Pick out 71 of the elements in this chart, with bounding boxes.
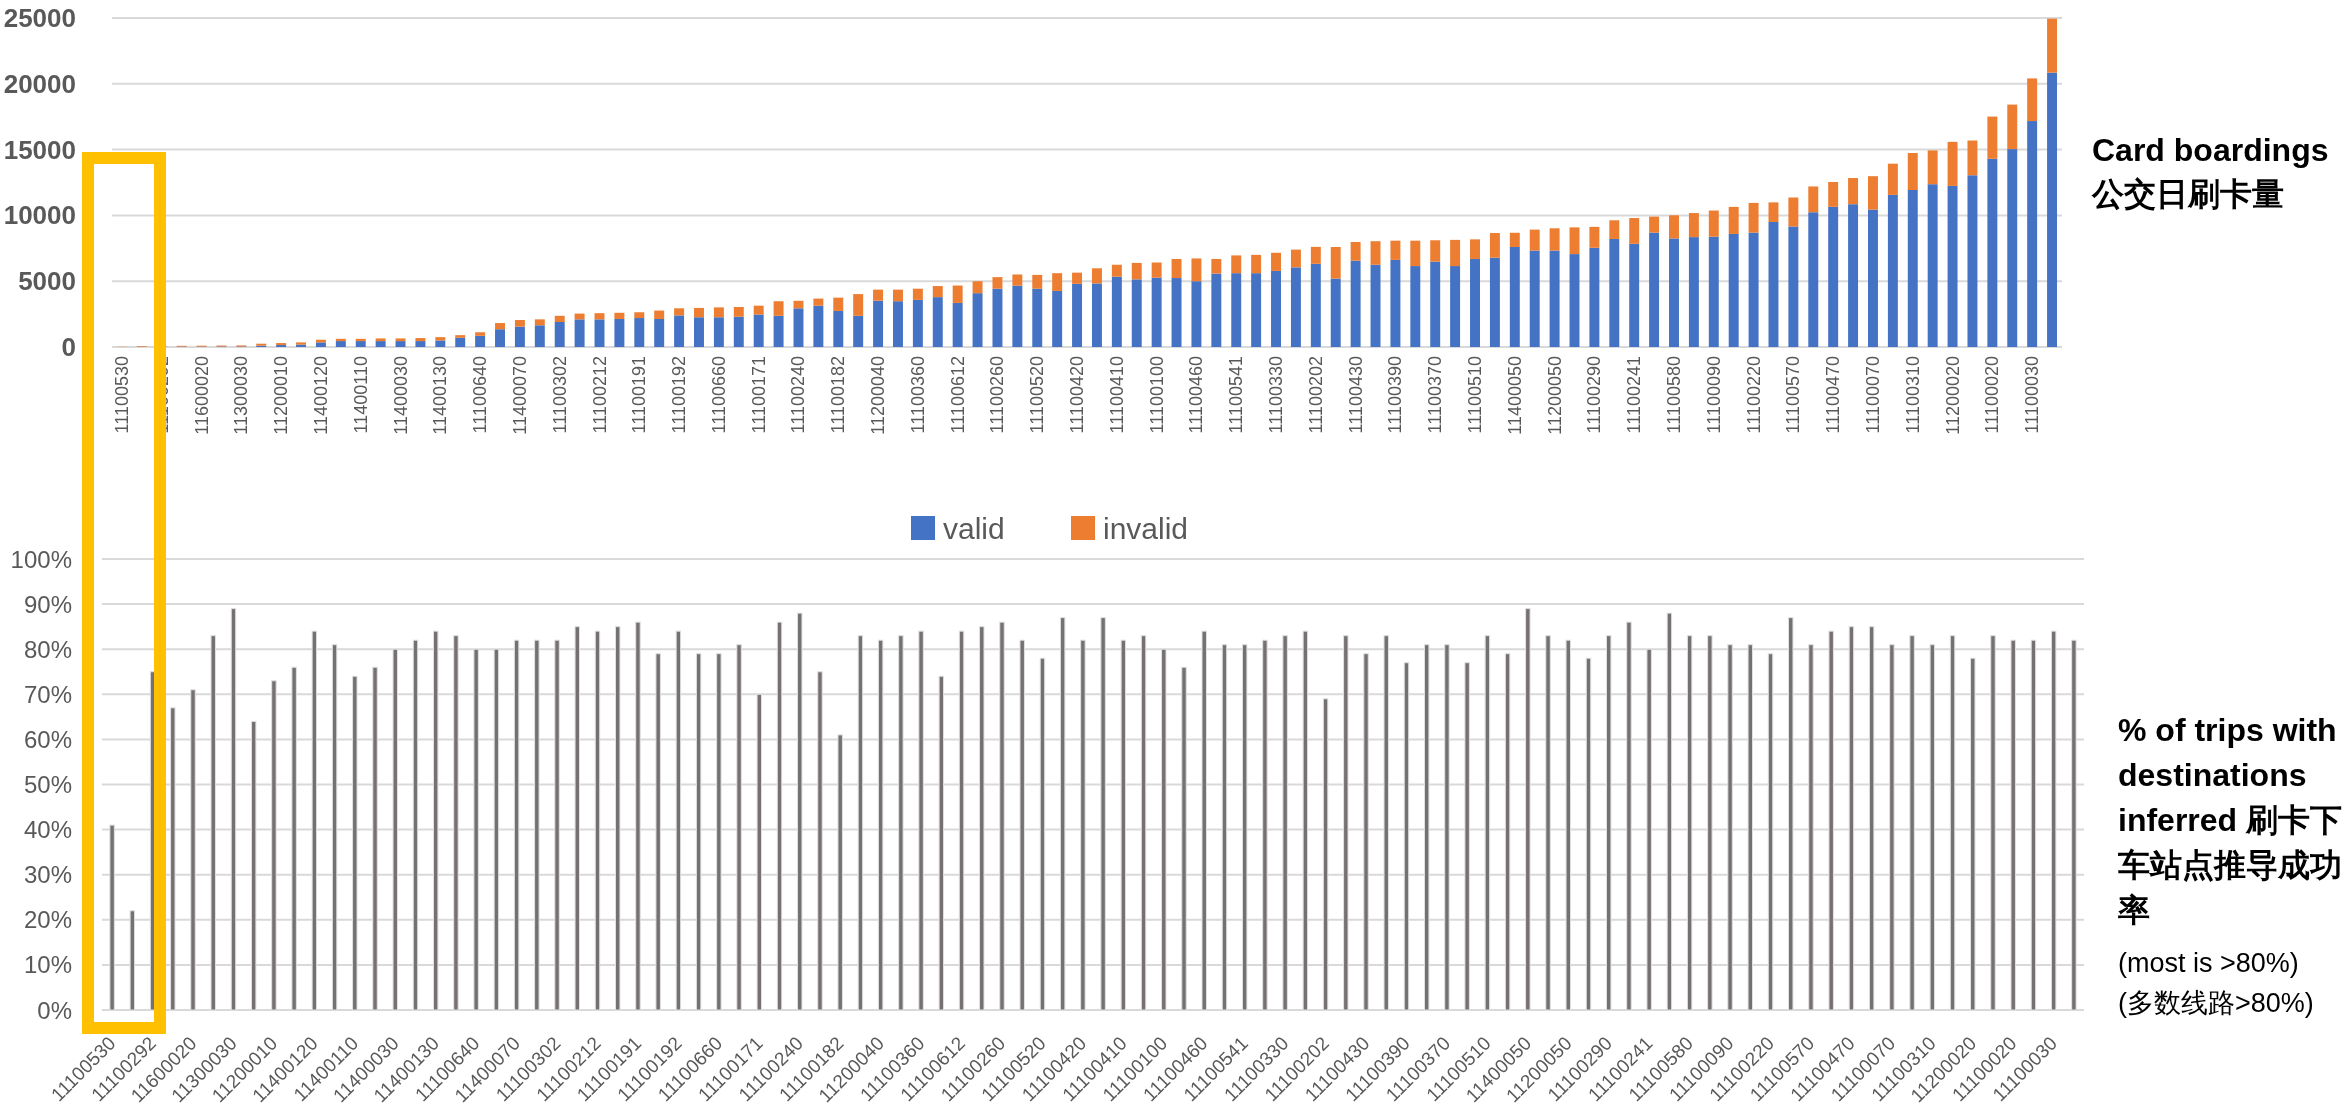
x-tick-label: 11100541 xyxy=(1226,356,1247,434)
y-tick-label: 60% xyxy=(23,725,72,753)
y-axis-title: Card boardings 公交日刷卡量 xyxy=(2091,132,2329,212)
y-tick-label: 10% xyxy=(23,951,72,979)
x-tick-label: 11600020 xyxy=(191,356,212,435)
x-tick-label: 11100430 xyxy=(1345,356,1366,434)
x-tick-label: 11100570 xyxy=(1783,356,1804,434)
x-tick-label: 11400130 xyxy=(430,356,451,435)
x-tick-label: 11100090 xyxy=(1703,356,1724,434)
text: (most is >80%) xyxy=(2118,948,2299,978)
legend-label: valid xyxy=(943,511,1005,545)
x-tick-label: 11100302 xyxy=(549,356,570,434)
y-tick-label: 10000 xyxy=(3,200,76,231)
x-tick-label: 11100020 xyxy=(1982,356,2003,434)
x-tick-label: 11100410 xyxy=(1106,356,1127,434)
x-tick-label: 11100191 xyxy=(629,356,650,434)
y-tick-label: 30% xyxy=(23,861,72,889)
x-tick-label: 11400120 xyxy=(310,356,331,435)
y-tick-label: 0 xyxy=(61,332,76,362)
x-tick-label: 11100370 xyxy=(1425,356,1446,434)
y-tick-label: 0% xyxy=(37,996,72,1024)
y-tick-label: 5000 xyxy=(18,266,76,297)
x-tick-label: 11400070 xyxy=(509,356,530,435)
y-tick-label: 70% xyxy=(23,680,72,708)
x-tick-label: 11400110 xyxy=(350,356,371,434)
x-tick-label: 11100360 xyxy=(907,356,928,434)
y-tick-label: 20000 xyxy=(3,68,76,99)
x-tick-label: 11100290 xyxy=(1584,356,1605,434)
x-tick-label: 11200020 xyxy=(1942,356,1963,435)
y-tick-label: 80% xyxy=(23,635,72,663)
y-tick-label: 40% xyxy=(23,816,72,844)
y-tick-label: 50% xyxy=(23,771,72,798)
x-tick-label: 11100612 xyxy=(947,356,968,434)
x-tick-label: 11100260 xyxy=(987,356,1008,434)
x-tick-label: 11400030 xyxy=(390,356,411,435)
x-tick-label: 11300030 xyxy=(231,356,252,435)
x-tick-label: 11100070 xyxy=(1862,356,1883,434)
y-tick-label: 20% xyxy=(23,906,72,934)
x-tick-label: 11100310 xyxy=(1902,356,1923,434)
x-tick-label: 11100390 xyxy=(1385,356,1406,434)
x-tick-label: 11100460 xyxy=(1186,356,1207,434)
x-tick-label: 11100192 xyxy=(669,356,690,434)
y-axis-title: % of trips with destinations inferred 刷卡下车站点推导成功率 xyxy=(2117,712,2343,928)
x-tick-label: 11100220 xyxy=(1743,356,1764,434)
x-tick-label: 11200010 xyxy=(271,356,292,435)
y-tick-label: 25000 xyxy=(3,3,76,33)
x-tick-label: 11100030 xyxy=(2022,356,2043,434)
y-tick-label: 90% xyxy=(23,590,72,618)
y-tick-label: 15000 xyxy=(3,134,76,165)
x-tick-label: 11100100 xyxy=(1146,356,1167,434)
x-tick-label: 11100510 xyxy=(1465,356,1486,434)
legend-label: invalid xyxy=(1103,511,1189,545)
x-tick-label: 11100580 xyxy=(1663,356,1684,434)
x-tick-label: 11400050 xyxy=(1504,356,1525,435)
x-tick-label: 11100530 xyxy=(111,356,132,434)
x-tick-label: 11100182 xyxy=(828,356,849,434)
x-tick-label: 11100520 xyxy=(1027,356,1048,434)
x-tick-label: 11100241 xyxy=(1624,356,1645,434)
x-tick-label: 11100470 xyxy=(1823,356,1844,434)
x-tick-label: 11100202 xyxy=(1305,356,1326,434)
x-tick-label: 11100240 xyxy=(788,356,809,434)
x-tick-label: 11100640 xyxy=(470,356,491,434)
x-tick-label: 11100660 xyxy=(708,356,729,434)
x-tick-label: 11100420 xyxy=(1067,356,1088,434)
text: (多数线路>80%) xyxy=(2118,988,2314,1018)
x-tick-label: 11100212 xyxy=(589,356,610,434)
y-tick-label: 100% xyxy=(10,545,72,573)
x-tick-label: 11200040 xyxy=(868,356,889,435)
x-tick-label: 11100171 xyxy=(748,356,769,434)
x-tick-label: 11100330 xyxy=(1266,356,1287,434)
x-tick-label: 11200050 xyxy=(1544,356,1565,435)
